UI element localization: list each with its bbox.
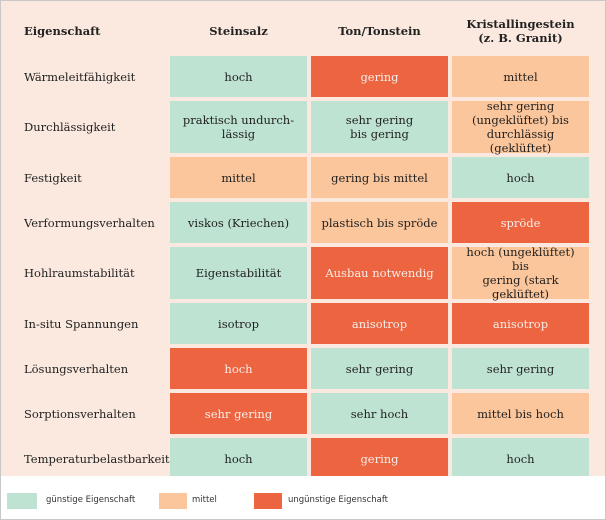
row-label: Lösungsverhalten: [16, 348, 166, 389]
rating-cell: hoch (ungeklüftet) bis gering (stark gek…: [452, 245, 589, 301]
rating-cell-text: sehr hoch: [350, 406, 409, 421]
rating-cell: mittel: [170, 157, 307, 198]
rating-cell-text: gering bis mittel: [331, 170, 428, 185]
rating-cell: plastisch bis spröde: [311, 202, 448, 243]
rating-cell: sehr gering (ungeklüftet) bis durchlässi…: [452, 99, 589, 155]
rating-cell-text: hoch: [224, 361, 253, 376]
rating-cell-text: anisotrop: [351, 316, 408, 331]
rating-cell: anisotrop: [311, 303, 448, 344]
legend-label-mid: mittel: [192, 495, 217, 505]
column-header-rock-2-text: Ton/Tonstein: [338, 24, 421, 38]
rating-cell: anisotrop: [452, 303, 589, 344]
column-header-rock-3: Kristallingestein (z. B. Granit): [452, 10, 589, 52]
rating-cell: sehr gering: [170, 393, 307, 434]
rating-cell: sehr gering bis gering: [311, 101, 448, 153]
row-label-text: Sorptionsverhalten: [24, 406, 136, 421]
rating-cell-text: mittel bis hoch: [477, 406, 564, 421]
rating-cell: hoch: [170, 438, 307, 479]
rating-cell-text: Eigenstabilität: [195, 266, 282, 280]
rating-cell-text: hoch: [506, 170, 535, 185]
rating-cell-text: hoch: [224, 69, 253, 84]
rating-cell: hoch: [170, 56, 307, 97]
rating-cell: mittel bis hoch: [452, 393, 589, 434]
rating-cell-text: sehr gering: [345, 361, 414, 376]
row-label-text: Verformungsverhalten: [24, 215, 155, 230]
column-header-property-text: Eigenschaft: [24, 24, 101, 38]
rating-cell-text: anisotrop: [492, 316, 549, 331]
rating-cell: isotrop: [170, 303, 307, 344]
row-label: Temperaturbelastbarkeit: [16, 438, 170, 479]
rating-cell: gering: [311, 56, 448, 97]
rating-cell: hoch: [452, 157, 589, 198]
rating-cell-text: sehr gering: [486, 361, 555, 376]
row-label: Durchlässigkeit: [16, 101, 166, 153]
row-label: In-situ Spannungen: [16, 303, 166, 344]
rating-cell: sehr gering: [452, 348, 589, 389]
rating-cell: sehr hoch: [311, 393, 448, 434]
rating-cell-text: plastisch bis spröde: [321, 215, 438, 230]
column-header-rock-1: Steinsalz: [170, 10, 307, 52]
rating-cell-text: Ausbau notwendig: [325, 266, 434, 280]
rating-cell-text: sehr gering bis gering: [345, 113, 414, 141]
rating-cell: gering: [311, 438, 448, 479]
rating-cell-text: hoch: [224, 451, 253, 466]
rating-cell: gering bis mittel: [311, 157, 448, 198]
rating-cell: sehr gering: [311, 348, 448, 389]
rating-cell-text: gering: [360, 451, 399, 466]
row-label-text: Festigkeit: [24, 170, 82, 185]
row-label: Hohlraumstabilität: [16, 247, 166, 299]
legend-label-bad: ungünstige Eigenschaft: [288, 495, 389, 505]
column-header-rock-2: Ton/Tonstein: [311, 10, 448, 52]
rating-cell-text: hoch (ungeklüftet) bis gering (stark gek…: [466, 245, 575, 301]
rating-cell-text: sehr gering: [204, 406, 273, 421]
legend-swatch-mid: [159, 493, 187, 509]
rating-cell: mittel: [452, 56, 589, 97]
row-label: Verformungsverhalten: [16, 202, 166, 243]
rating-cell-text: mittel: [221, 170, 256, 185]
row-label: Sorptionsverhalten: [16, 393, 166, 434]
legend: günstige Eigenschaft mittel ungünstige E…: [1, 476, 605, 519]
rating-cell: Eigenstabilität: [170, 247, 307, 299]
row-label-text: Lösungsverhalten: [24, 361, 129, 376]
rating-cell-text: hoch: [506, 451, 535, 466]
row-label-text: In-situ Spannungen: [24, 316, 139, 331]
row-label: Wärmeleitfähigkeit: [16, 56, 166, 97]
rock-comparison-table: Eigenschaft Steinsalz Ton/Tonstein Kristall…: [16, 10, 589, 479]
column-header-rock-3-text: Kristallingestein (z. B. Granit): [466, 17, 575, 45]
rating-cell-text: gering: [360, 69, 399, 84]
row-label-text: Wärmeleitfähigkeit: [24, 69, 136, 84]
rating-cell: hoch: [170, 348, 307, 389]
rating-cell-text: spröde: [500, 215, 541, 230]
rating-cell: praktisch undurch- lässig: [170, 101, 307, 153]
legend-swatch-good: [7, 493, 37, 509]
column-header-property: Eigenschaft: [16, 10, 166, 52]
row-label-text: Temperaturbelastbarkeit: [24, 451, 170, 466]
rating-cell-text: sehr gering (ungeklüftet) bis durchlässi…: [472, 99, 569, 155]
rating-cell: hoch: [452, 438, 589, 479]
legend-swatch-bad: [254, 493, 282, 509]
row-label-text: Hohlraumstabilität: [24, 266, 135, 280]
row-label-text: Durchlässigkeit: [24, 120, 116, 134]
rating-cell-text: mittel: [503, 69, 538, 84]
rating-cell-text: viskos (Kriechen): [187, 215, 290, 230]
rating-cell: viskos (Kriechen): [170, 202, 307, 243]
column-header-rock-1-text: Steinsalz: [209, 24, 268, 38]
rating-cell: Ausbau notwendig: [311, 247, 448, 299]
row-label: Festigkeit: [16, 157, 166, 198]
legend-label-good: günstige Eigenschaft: [46, 495, 136, 505]
rating-cell-text: praktisch undurch- lässig: [182, 113, 295, 141]
rating-cell: spröde: [452, 202, 589, 243]
rating-cell-text: isotrop: [218, 316, 259, 331]
